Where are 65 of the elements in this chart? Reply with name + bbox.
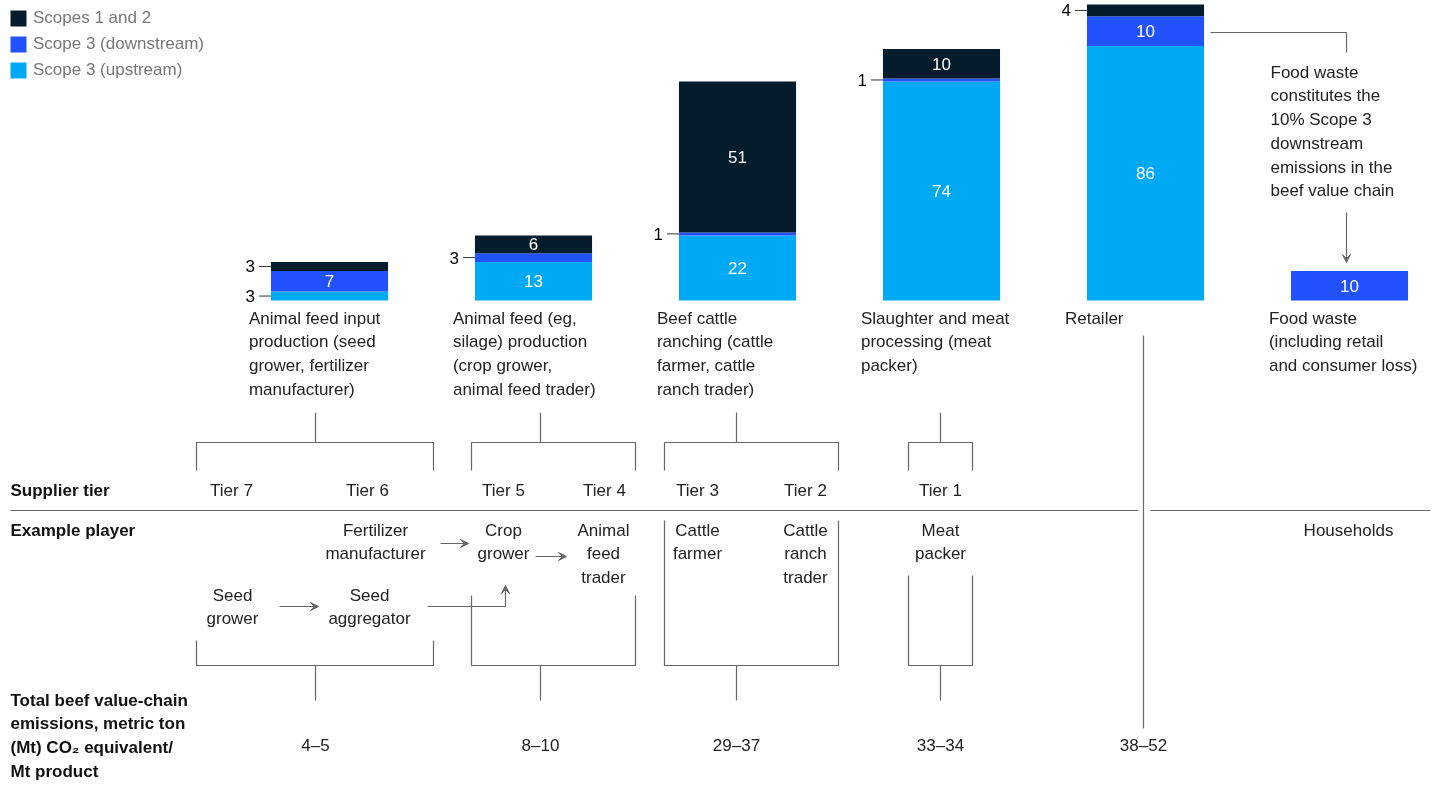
- annotation: Food waste constitutes the 10% Scope 3 downstream emissions in the beef value chain: [1270, 62, 1395, 201]
- data-label: 74: [932, 181, 951, 201]
- bar: [882, 81, 1001, 301]
- data-label: 1: [653, 224, 663, 244]
- text: Crop grower: [477, 520, 530, 564]
- text: 29–37: [712, 735, 761, 755]
- text: Meat packer: [914, 520, 967, 564]
- text: 33–34: [916, 735, 965, 755]
- bar: [1086, 16, 1205, 46]
- data-label: 10: [932, 54, 951, 74]
- bar: [882, 48, 1001, 79]
- x-tick-label: Slaughter and meat processing (meat packer): [860, 308, 1010, 375]
- text: Tier 1: [919, 480, 962, 500]
- text: 38–52: [1119, 735, 1168, 755]
- data-label: 7: [324, 272, 335, 292]
- text: Households: [1303, 520, 1394, 540]
- data-label: 13: [524, 272, 543, 292]
- text: Tier 2: [784, 480, 827, 500]
- data-label: 1: [857, 70, 867, 90]
- text: 4–5: [301, 735, 330, 755]
- data-label: 86: [1136, 164, 1155, 184]
- data-label: 3: [449, 248, 459, 268]
- text: Tier 3: [676, 480, 719, 500]
- bar: [1086, 45, 1205, 301]
- text: Seed grower: [206, 585, 259, 629]
- x-tick-label: Beef cattle ranching (cattle farmer, cattle ranch trader): [656, 308, 774, 399]
- text: Tier 7: [210, 480, 253, 500]
- text: Fertilizer manufacturer: [325, 520, 426, 564]
- text: 8–10: [521, 735, 560, 755]
- legend-label: Scope 3 (upstream): [33, 60, 183, 80]
- bar: [1290, 270, 1409, 301]
- bar: [678, 81, 797, 233]
- data-label: 6: [528, 235, 539, 255]
- text: Tier 4: [583, 480, 626, 500]
- text: Total beef value-chain emissions, metric ton (Mt) CO₂ equivalent/ Mt product: [10, 690, 188, 781]
- data-label: 3: [245, 287, 255, 307]
- x-tick-label: Animal feed input production (seed grower, fertilizer manufacturer): [248, 308, 381, 399]
- bar: [1086, 4, 1205, 17]
- data-label: 10: [1340, 276, 1359, 296]
- bar: [474, 262, 593, 301]
- bar: [678, 235, 797, 301]
- bar: [270, 291, 389, 301]
- data-label: 51: [728, 147, 747, 167]
- x-tick-label: Food waste (including retail and consumer loss): [1268, 308, 1418, 375]
- bar: [474, 253, 593, 263]
- bar: [678, 232, 797, 236]
- text: Seed aggregator: [328, 585, 411, 629]
- text: Supplier tier: [10, 480, 111, 500]
- text: Example player: [10, 520, 136, 540]
- data-label: 3: [245, 257, 255, 277]
- x-tick-label: Retailer: [1064, 308, 1124, 328]
- text: Animal feed trader: [577, 520, 630, 587]
- text: Cattle farmer: [672, 520, 723, 564]
- legend-label: Scope 3 (downstream): [33, 34, 205, 54]
- legend-label: Scopes 1 and 2: [33, 8, 152, 28]
- text: Tier 5: [482, 480, 525, 500]
- bar: [270, 270, 389, 292]
- data-label: 22: [728, 258, 747, 278]
- text: Tier 6: [346, 480, 389, 500]
- data-label: 10: [1136, 22, 1155, 42]
- data-label: 4: [1061, 1, 1071, 21]
- bar: [474, 235, 593, 254]
- bar: [270, 262, 389, 271]
- text: Cattle ranch trader: [783, 520, 829, 587]
- x-tick-label: Animal feed (eg, silage) production (crop grower, animal feed trader): [452, 308, 596, 399]
